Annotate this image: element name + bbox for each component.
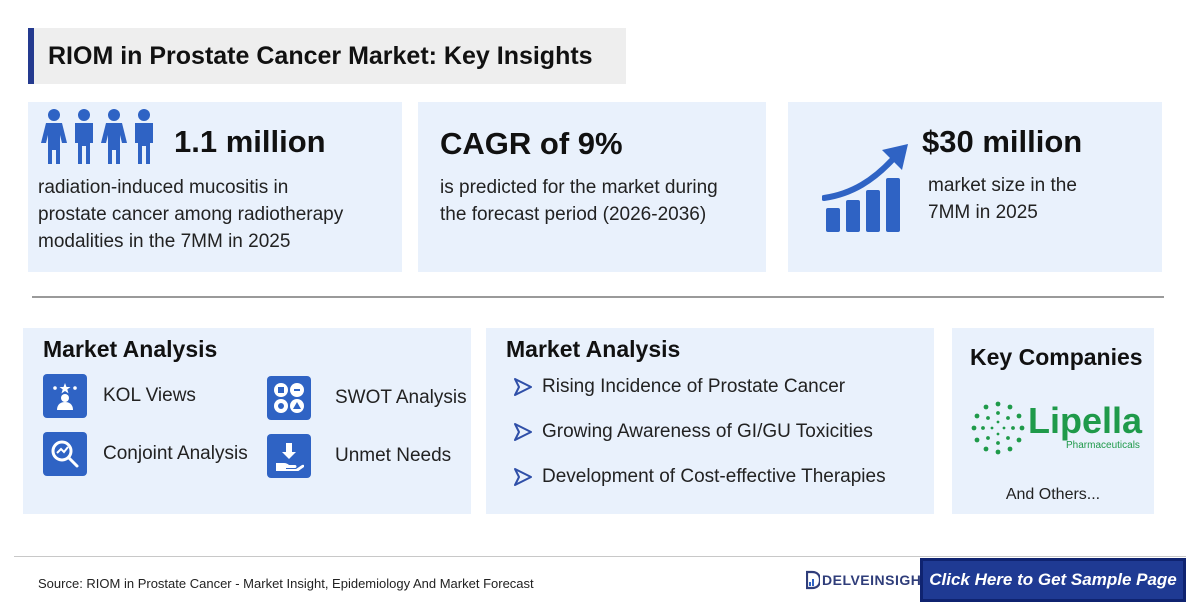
driver-item: Rising Incidence of Prostate Cancer — [512, 376, 845, 398]
brand-text: DELVEINSIGHT — [822, 572, 931, 588]
stat-value: 1.1 million — [174, 124, 326, 159]
stat-description: is predicted for the market during the f… — [440, 174, 718, 228]
stat-description-line: is predicted for the market during — [440, 177, 718, 198]
lipella-logo: Lipella Pharmaceuticals — [970, 400, 1146, 456]
footer-divider — [14, 556, 1186, 557]
stat-description-line: prostate cancer among radiotherapy — [38, 204, 344, 225]
analysis-item-label: SWOT Analysis — [335, 387, 467, 408]
growth-chart-icon — [822, 144, 908, 232]
stat-value: CAGR of 9% — [440, 126, 623, 161]
driver-item: Growing Awareness of GI/GU Toxicities — [512, 421, 873, 443]
stat-value: $30 million — [922, 124, 1083, 159]
conjoint-icon — [43, 432, 87, 476]
market-analysis-card: Market Analysis KOL Views — [23, 328, 471, 514]
key-companies-card: Key Companies Lipella Pharmaceuticals An… — [952, 328, 1154, 514]
driver-label: Rising Incidence of Prostate Cancer — [542, 376, 846, 397]
driver-label: Development of Cost-effective Therapies — [542, 466, 886, 487]
page-title: RIOM in Prostate Cancer Market: Key Insi… — [48, 41, 593, 70]
analysis-item-conjoint: Conjoint Analysis — [43, 432, 248, 476]
driver-item: Development of Cost-effective Therapies — [512, 466, 886, 488]
section-title: Market Analysis — [506, 336, 681, 362]
unmet-needs-icon — [267, 434, 311, 478]
stat-card-patients: 1.1 million radiation-induced mucositis … — [28, 102, 402, 272]
analysis-item-label: KOL Views — [103, 385, 196, 406]
stat-description-line: the forecast period (2026-2036) — [440, 204, 707, 225]
section-title: Key Companies — [970, 344, 1143, 370]
delveinsight-mark-icon — [806, 570, 820, 590]
stat-description-line: radiation-induced mucositis in — [38, 177, 289, 198]
people-icon — [41, 109, 153, 164]
stat-description-line: modalities in the 7MM in 2025 — [38, 231, 291, 252]
analysis-item-kol: KOL Views — [43, 374, 196, 418]
driver-label: Growing Awareness of GI/GU Toxicities — [542, 421, 873, 442]
delveinsight-logo: DELVEINSIGHT — [806, 570, 930, 590]
analysis-item-unmet: Unmet Needs — [267, 434, 451, 478]
market-drivers-card: Market Analysis Rising Incidence of Pros… — [486, 328, 934, 514]
title-bar: RIOM in Prostate Cancer Market: Key Insi… — [28, 28, 626, 84]
source-text: Source: RIOM in Prostate Cancer - Market… — [38, 576, 534, 591]
sample-page-button[interactable]: Click Here to Get Sample Page — [920, 558, 1186, 602]
stat-description-line: 7MM in 2025 — [928, 202, 1038, 223]
chevron-right-icon — [514, 423, 532, 441]
analysis-item-label: Conjoint Analysis — [103, 443, 248, 464]
sample-page-button-label: Click Here to Get Sample Page — [929, 570, 1177, 589]
stat-description-line: market size in the — [928, 175, 1077, 196]
chevron-right-icon — [514, 378, 532, 396]
others-text: And Others... — [1005, 486, 1101, 503]
analysis-item-swot: SWOT Analysis — [267, 376, 467, 420]
stat-card-market-size: $30 million market size in the 7MM in 20… — [788, 102, 1162, 272]
section-title: Market Analysis — [43, 336, 218, 362]
stat-description: market size in the 7MM in 2025 — [928, 172, 1077, 226]
stat-description: radiation-induced mucositis in prostate … — [38, 174, 343, 255]
lipella-logo-subtitle: Pharmaceuticals — [1066, 440, 1140, 451]
lipella-dots-icon — [971, 401, 1025, 455]
kol-icon — [43, 374, 87, 418]
chevron-right-icon — [514, 468, 532, 486]
swot-icon — [267, 376, 311, 420]
lipella-logo-name: Lipella — [1028, 400, 1143, 441]
stat-card-cagr: CAGR of 9% is predicted for the market d… — [418, 102, 766, 272]
section-divider — [32, 296, 1164, 298]
analysis-item-label: Unmet Needs — [335, 445, 452, 466]
